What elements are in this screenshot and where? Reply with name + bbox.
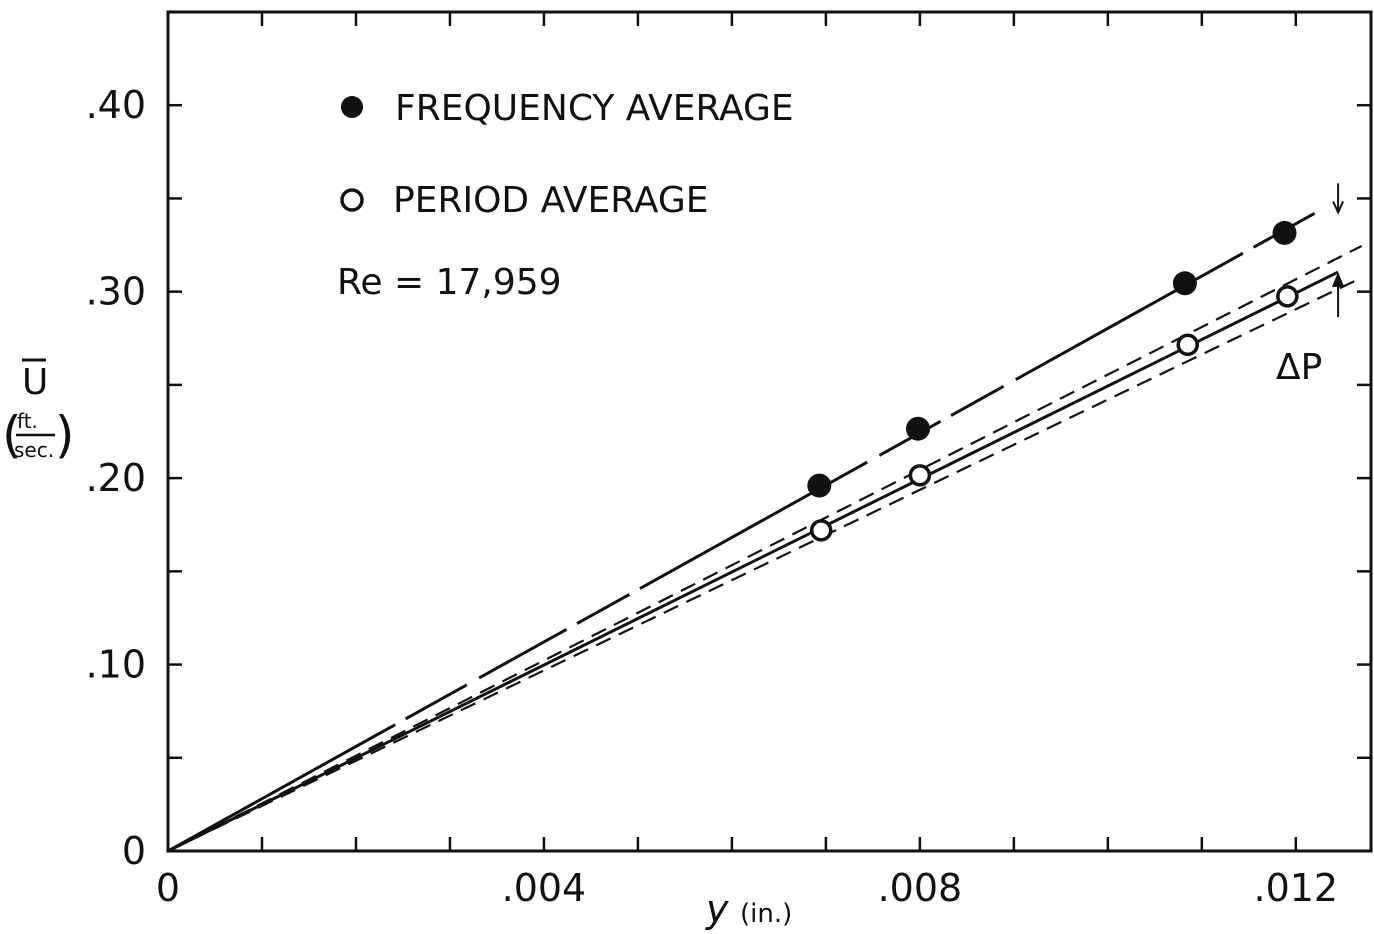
y-tick-label: .20 — [86, 456, 146, 500]
x-axis-label-unit: (in.) — [740, 899, 792, 929]
y-tick-label: .40 — [86, 83, 146, 127]
x-tick-label: .004 — [502, 866, 587, 910]
y-axis-unit-num: ft. — [17, 409, 38, 433]
minor-ticks — [166, 10, 1371, 853]
y-axis-label-main: U — [22, 362, 48, 403]
y-axis-paren-open: ( — [2, 406, 22, 464]
x-tick-label: .008 — [878, 866, 963, 910]
frequency-average-point — [807, 473, 832, 498]
x-axis-label-main: y — [705, 887, 729, 931]
y-axis-unit-den: sec. — [14, 438, 54, 462]
period-average-bound-line-2 — [167, 276, 1363, 852]
reynolds-number-label: Re = 17,959 — [337, 262, 562, 303]
delta-arrow-bottom-head — [1331, 272, 1345, 287]
legend-label-frequency: FREQUENCY AVERAGE — [395, 88, 794, 129]
delta-p-annotation — [1331, 183, 1345, 318]
y-tick-label: 0 — [122, 829, 146, 873]
x-tick-label: 0 — [156, 866, 180, 910]
y-tick-label: .30 — [86, 270, 146, 314]
period-average-point — [1276, 285, 1299, 308]
legend-label-period: PERIOD AVERAGE — [393, 180, 708, 221]
x-axis-label: y (in.) — [705, 887, 792, 931]
delta-arrow-top-head — [1332, 200, 1345, 215]
frequency-average-point — [1272, 220, 1297, 245]
x-tick-labels: 0 .004 .008 .012 — [156, 866, 1338, 910]
legend-marker-frequency — [341, 96, 363, 118]
y-tick-labels: 0 .10 .20 .30 .40 — [86, 83, 146, 873]
period-average-point — [908, 464, 932, 487]
data-markers — [807, 220, 1299, 542]
period-average-bound-line-1 — [167, 245, 1363, 852]
period-average-point — [809, 519, 833, 542]
y-tick-label: .10 — [86, 643, 146, 687]
frequency-average-point — [1172, 271, 1197, 296]
frequency-average-fit-line — [167, 212, 1316, 853]
period-average-point — [1176, 333, 1199, 357]
delta-p-label: ΔP — [1276, 347, 1322, 388]
x-tick-label: .012 — [1254, 866, 1339, 910]
legend-marker-period — [340, 188, 364, 212]
fit-lines — [167, 212, 1363, 853]
frequency-average-point — [905, 416, 930, 441]
period-average-fit-line — [167, 270, 1339, 853]
y-axis-label: U ( ft. sec. ) — [2, 358, 75, 464]
plot-frame — [166, 10, 1373, 853]
legend: FREQUENCY AVERAGE PERIOD AVERAGE — [340, 88, 794, 221]
y-axis-paren-close: ) — [55, 406, 75, 464]
